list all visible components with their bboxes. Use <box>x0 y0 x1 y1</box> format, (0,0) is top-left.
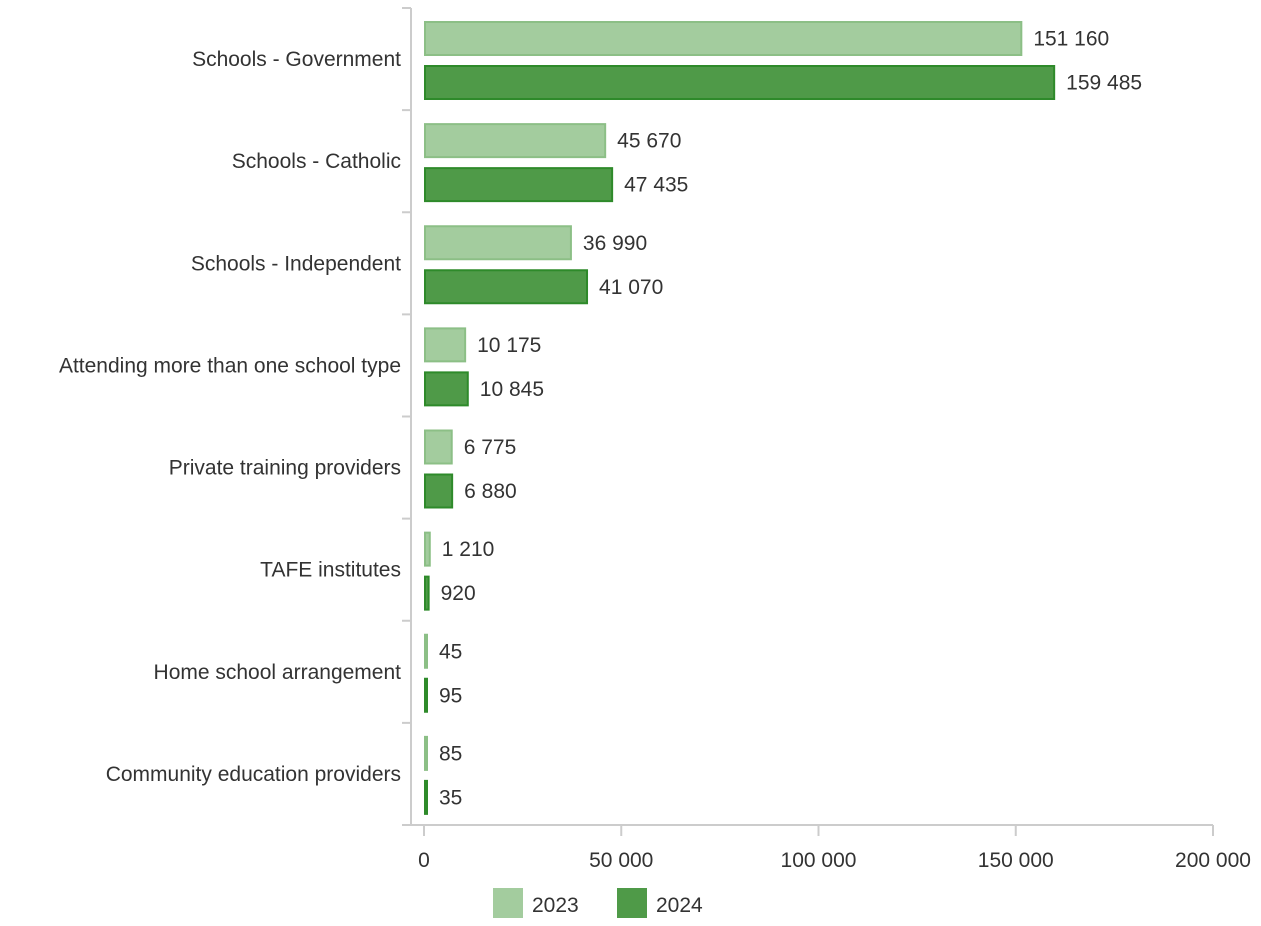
data-label: 35 <box>439 786 462 809</box>
bar-2023[interactable] <box>424 123 607 159</box>
data-label: 1 210 <box>442 538 495 561</box>
legend-label-2023[interactable]: 2023 <box>532 894 579 917</box>
bar-2023[interactable] <box>424 531 431 567</box>
data-label: 10 845 <box>480 378 544 401</box>
bar-2023[interactable] <box>424 327 467 363</box>
category-label: Attending more than one school type <box>59 354 401 377</box>
bar-2023[interactable] <box>424 225 572 261</box>
legend-swatch-2024[interactable] <box>617 888 647 918</box>
bar-2023[interactable] <box>424 633 428 669</box>
data-label: 920 <box>441 582 476 605</box>
category-label: TAFE institutes <box>260 559 401 582</box>
category-label: Schools - Independent <box>191 252 401 275</box>
axes: 0 50 000 100 000 150 000 200 000 <box>402 7 1251 872</box>
legend-label-2024[interactable]: 2024 <box>656 894 703 917</box>
legend[interactable]: 2023 2024 <box>493 888 703 918</box>
bar-2024[interactable] <box>424 779 428 815</box>
x-tick-label: 150 000 <box>978 849 1054 872</box>
bar-2024[interactable] <box>424 575 430 611</box>
data-label: 6 775 <box>464 436 517 459</box>
bars <box>424 21 1056 815</box>
x-tick-label: 200 000 <box>1175 849 1251 872</box>
data-label: 41 070 <box>599 276 663 299</box>
category-label: Schools - Government <box>192 48 401 71</box>
data-label: 85 <box>439 742 462 765</box>
bar-2023[interactable] <box>424 735 428 771</box>
labels: Schools - Government Schools - Catholic Sc… <box>59 28 1142 810</box>
x-tick-label: 50 000 <box>589 849 653 872</box>
category-label: Community education providers <box>106 763 401 786</box>
bar-2023[interactable] <box>424 21 1023 56</box>
data-label: 36 990 <box>583 232 647 255</box>
data-label: 45 <box>439 640 462 663</box>
legend-swatch-2023[interactable] <box>493 888 523 918</box>
bar-2023[interactable] <box>424 429 453 465</box>
bar-2024[interactable] <box>424 473 454 509</box>
category-label: Schools - Catholic <box>232 150 401 173</box>
x-tick-label: 100 000 <box>781 849 857 872</box>
bar-2024[interactable] <box>424 269 589 305</box>
data-label: 47 435 <box>624 174 688 197</box>
bar-2024[interactable] <box>424 167 614 203</box>
bar-2024[interactable] <box>424 677 428 713</box>
bar-2024[interactable] <box>424 371 469 407</box>
x-tick-label: 0 <box>418 849 430 872</box>
data-label: 95 <box>439 684 462 707</box>
data-label: 10 175 <box>477 334 541 357</box>
data-label: 151 160 <box>1033 28 1109 51</box>
category-label: Home school arrangement <box>154 661 402 684</box>
data-label: 45 670 <box>617 130 681 153</box>
data-label: 6 880 <box>464 480 517 503</box>
category-label: Private training providers <box>169 457 401 480</box>
bar-2024[interactable] <box>424 65 1056 100</box>
data-label: 159 485 <box>1066 72 1142 95</box>
